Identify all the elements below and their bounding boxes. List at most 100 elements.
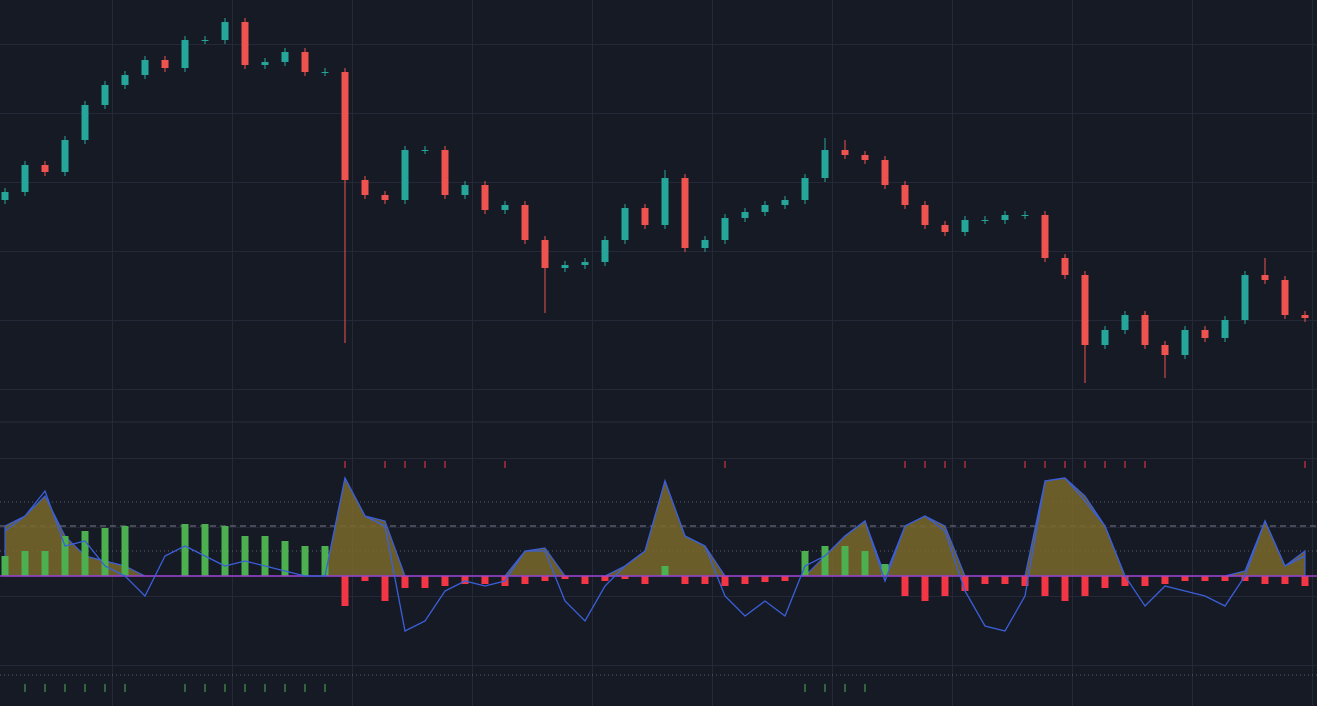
histogram-bar xyxy=(741,576,749,584)
candle-body xyxy=(101,85,109,105)
candle-body xyxy=(1201,330,1209,338)
candle-body xyxy=(1241,275,1249,320)
histogram-bar xyxy=(801,551,809,576)
histogram-bar xyxy=(701,576,709,584)
histogram-bar xyxy=(941,576,949,596)
histogram-bar xyxy=(1121,576,1129,586)
candle-body xyxy=(941,225,949,232)
histogram-bar xyxy=(621,576,629,579)
candle-body xyxy=(1061,258,1069,275)
histogram-bar xyxy=(981,576,989,584)
histogram-bar xyxy=(1101,576,1109,588)
histogram-bar xyxy=(841,546,849,576)
candle-body xyxy=(81,105,89,140)
candle-body xyxy=(141,60,149,75)
candle-body xyxy=(541,240,549,268)
candle-body xyxy=(221,22,229,40)
histogram-bar xyxy=(601,576,609,581)
candle-body xyxy=(741,212,749,218)
histogram-bar xyxy=(1281,576,1289,584)
histogram-bar xyxy=(1161,576,1169,584)
histogram-bar xyxy=(641,576,649,584)
candle-body xyxy=(241,22,249,65)
candle-body xyxy=(601,240,609,262)
candle-body xyxy=(1161,345,1169,355)
histogram-bar xyxy=(581,576,589,584)
histogram-bar xyxy=(201,524,209,576)
histogram-bar xyxy=(81,531,89,576)
candle-body xyxy=(861,155,869,160)
candle-body xyxy=(761,205,769,212)
candle-body xyxy=(361,180,369,195)
histogram-bar xyxy=(181,524,189,576)
histogram-bar xyxy=(821,546,829,576)
candle-body xyxy=(1001,215,1009,220)
candle-body xyxy=(161,60,169,68)
candle-body xyxy=(441,150,449,195)
histogram-bar xyxy=(481,576,489,584)
candle-body xyxy=(481,185,489,210)
candle-body xyxy=(621,208,629,240)
candle-body xyxy=(1221,320,1229,338)
histogram-bar xyxy=(881,564,889,576)
histogram-bar xyxy=(1221,576,1229,581)
histogram-bar xyxy=(101,528,109,576)
histogram-bar xyxy=(221,526,229,576)
oscillator-line xyxy=(4,476,1306,632)
histogram-bar xyxy=(681,576,689,584)
candle-body xyxy=(401,150,409,200)
candle-body xyxy=(1181,330,1189,355)
candle-body xyxy=(721,218,729,240)
candle-body xyxy=(61,140,69,172)
candle-body xyxy=(801,178,809,200)
candle-body xyxy=(121,75,129,85)
histogram-bar xyxy=(901,576,909,596)
candle-body xyxy=(421,150,429,151)
histogram-bar xyxy=(381,576,389,601)
candle-body xyxy=(1041,215,1049,258)
candle-body xyxy=(461,185,469,195)
candle-body xyxy=(901,185,909,205)
candle-body xyxy=(561,265,569,268)
candle-body xyxy=(821,150,829,178)
histogram-bar xyxy=(961,576,969,591)
histogram-bar xyxy=(321,546,329,576)
candle-body xyxy=(1301,315,1309,318)
candle-body xyxy=(701,240,709,248)
histogram-bar xyxy=(661,566,669,576)
histogram-bar xyxy=(521,576,529,584)
candle-body xyxy=(881,160,889,185)
candle-body xyxy=(381,195,389,200)
candle-body xyxy=(321,72,329,73)
histogram-bar xyxy=(1,556,9,576)
candle-body xyxy=(1261,275,1269,280)
histogram-bar xyxy=(121,526,129,576)
candle-body xyxy=(301,52,309,72)
candle-body xyxy=(21,165,29,192)
histogram-bar xyxy=(721,576,729,586)
histogram-bar xyxy=(541,576,549,581)
candle-body xyxy=(281,52,289,62)
candle-body xyxy=(921,205,929,225)
candle-body xyxy=(781,200,789,205)
oscillator-area xyxy=(4,476,1306,578)
candle-body xyxy=(1081,275,1089,345)
candle-body xyxy=(1121,315,1129,330)
candle-body xyxy=(521,205,529,240)
candle-body xyxy=(261,62,269,65)
histogram-bar xyxy=(1201,576,1209,581)
candle-body xyxy=(1021,215,1029,216)
histogram-bar xyxy=(61,536,69,576)
histogram-bar xyxy=(1001,576,1009,584)
histogram-bar xyxy=(781,576,789,581)
histogram-bar xyxy=(1241,576,1249,581)
candle-body xyxy=(681,178,689,248)
candle-body xyxy=(1,192,9,200)
candle-body xyxy=(1281,280,1289,315)
histogram-bar xyxy=(1081,576,1089,596)
candle-body xyxy=(841,150,849,155)
histogram-bar xyxy=(241,536,249,576)
histogram-bar xyxy=(761,576,769,582)
histogram-bar xyxy=(921,576,929,601)
